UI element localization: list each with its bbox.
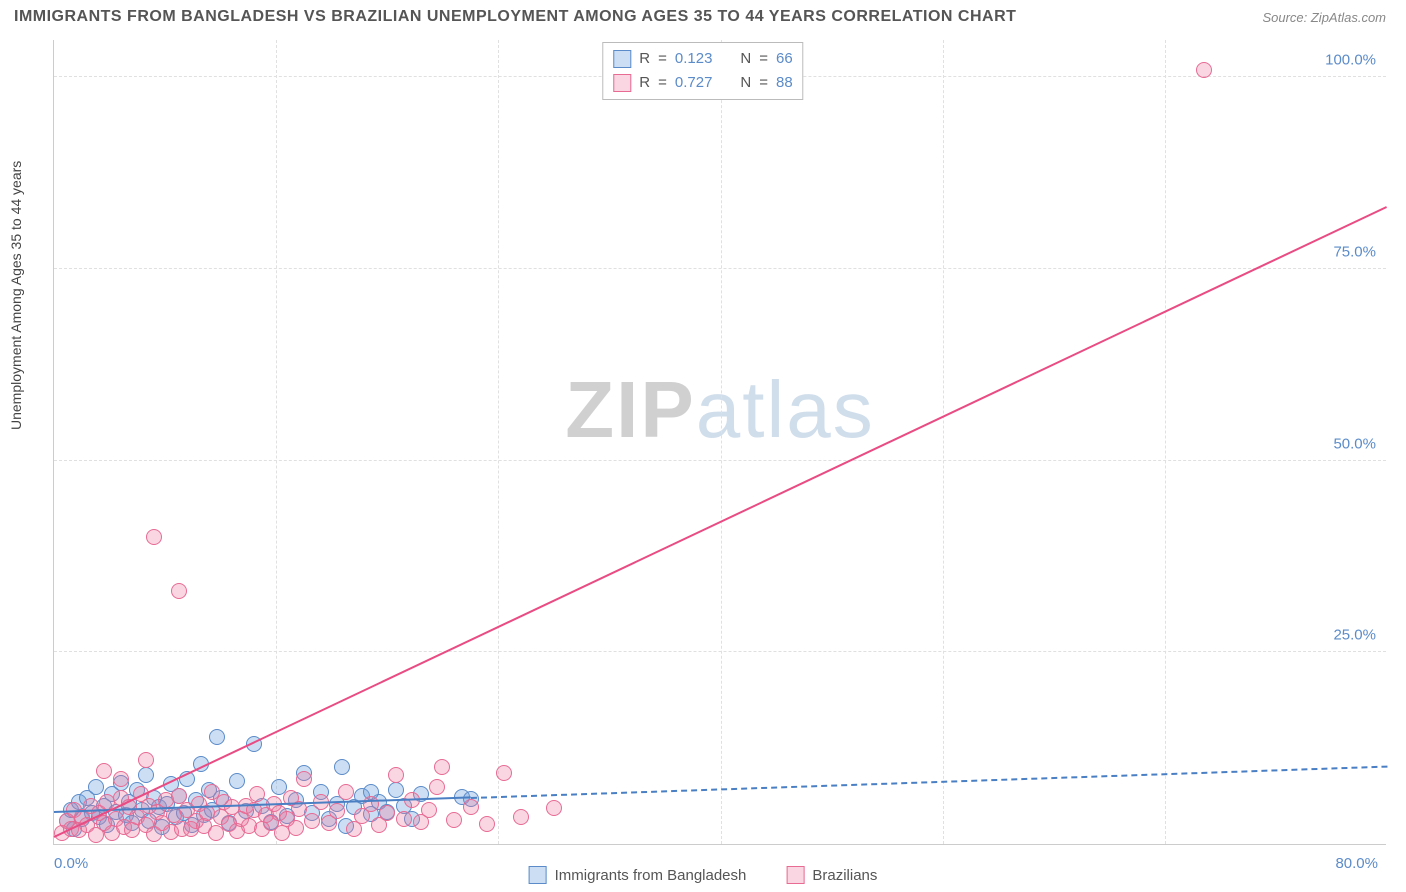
data-point-bangladesh — [334, 759, 350, 775]
data-point-brazilians — [513, 809, 529, 825]
legend-swatch — [613, 74, 631, 92]
y-tick-label: 25.0% — [1333, 627, 1376, 644]
y-tick-label: 50.0% — [1333, 435, 1376, 452]
gridline-vertical — [276, 40, 277, 844]
gridline-vertical — [721, 40, 722, 844]
data-point-brazilians — [288, 820, 304, 836]
x-tick-label: 0.0% — [54, 855, 88, 872]
data-point-brazilians — [249, 786, 265, 802]
data-point-brazilians — [479, 816, 495, 832]
data-point-brazilians — [379, 805, 395, 821]
legend-r-value: 0.123 — [675, 47, 713, 71]
data-point-bangladesh — [209, 729, 225, 745]
legend-series-label: Brazilians — [812, 867, 877, 884]
data-point-brazilians — [304, 813, 320, 829]
data-point-bangladesh — [138, 767, 154, 783]
legend-equals: = — [759, 47, 768, 71]
legend-equals: = — [658, 47, 667, 71]
y-tick-label: 75.0% — [1333, 244, 1376, 261]
data-point-bangladesh — [229, 773, 245, 789]
legend-correlation-box: R = 0.123 N = 66 R = 0.727 N = 88 — [602, 42, 803, 100]
data-point-brazilians — [363, 796, 379, 812]
legend-n-label: N — [740, 71, 751, 95]
legend-equals: = — [759, 71, 768, 95]
data-point-brazilians — [388, 767, 404, 783]
legend-n-value: 66 — [776, 47, 793, 71]
legend-swatch — [613, 50, 631, 68]
legend-correlation-row: R = 0.123 N = 66 — [613, 47, 792, 71]
legend-swatch — [786, 866, 804, 884]
data-point-brazilians — [1196, 62, 1212, 78]
legend-series-item: Brazilians — [786, 866, 877, 884]
y-tick-label: 100.0% — [1325, 52, 1376, 69]
legend-series: Immigrants from Bangladesh Brazilians — [529, 866, 878, 884]
data-point-bangladesh — [88, 779, 104, 795]
legend-r-label: R — [639, 71, 650, 95]
data-point-brazilians — [138, 752, 154, 768]
data-point-brazilians — [296, 771, 312, 787]
data-point-brazilians — [396, 811, 412, 827]
data-point-brazilians — [546, 800, 562, 816]
gridline-vertical — [943, 40, 944, 844]
y-axis-label: Unemployment Among Ages 35 to 44 years — [8, 161, 24, 430]
data-point-brazilians — [446, 812, 462, 828]
legend-r-label: R — [639, 47, 650, 71]
legend-correlation-row: R = 0.727 N = 88 — [613, 71, 792, 95]
legend-series-label: Immigrants from Bangladesh — [555, 867, 747, 884]
data-point-brazilians — [338, 784, 354, 800]
trend-line-extrapolated — [471, 765, 1387, 798]
data-point-brazilians — [429, 779, 445, 795]
data-point-bangladesh — [388, 782, 404, 798]
legend-r-value: 0.727 — [675, 71, 713, 95]
data-point-brazilians — [171, 583, 187, 599]
source-attribution: Source: ZipAtlas.com — [1262, 10, 1386, 25]
legend-equals: = — [658, 71, 667, 95]
data-point-brazilians — [96, 763, 112, 779]
chart-title: IMMIGRANTS FROM BANGLADESH VS BRAZILIAN … — [14, 8, 1016, 26]
chart-plot-area: ZIPatlas 25.0%50.0%75.0%100.0%0.0%80.0% — [53, 40, 1386, 845]
data-point-brazilians — [421, 802, 437, 818]
data-point-brazilians — [434, 759, 450, 775]
legend-n-label: N — [740, 47, 751, 71]
data-point-brazilians — [113, 771, 129, 787]
gridline-vertical — [498, 40, 499, 844]
data-point-brazilians — [329, 803, 345, 819]
legend-swatch — [529, 866, 547, 884]
data-point-brazilians — [463, 799, 479, 815]
data-point-brazilians — [496, 765, 512, 781]
x-tick-label: 80.0% — [1335, 855, 1378, 872]
data-point-brazilians — [146, 529, 162, 545]
legend-series-item: Immigrants from Bangladesh — [529, 866, 747, 884]
gridline-vertical — [1165, 40, 1166, 844]
legend-n-value: 88 — [776, 71, 793, 95]
